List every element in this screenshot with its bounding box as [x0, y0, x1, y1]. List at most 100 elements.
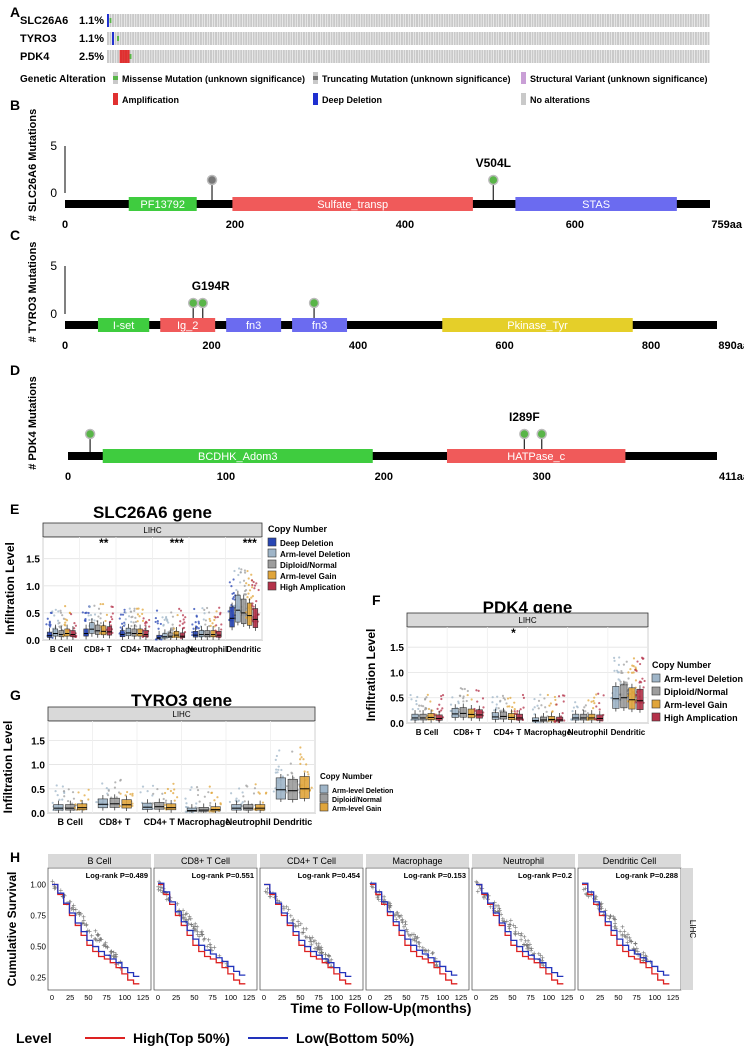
km-censor-mark: +: [527, 944, 532, 953]
km-censor-mark: +: [412, 930, 417, 939]
oncoprint-cell: [674, 32, 677, 45]
legend-key: [651, 712, 661, 722]
oncoprint-cell: [320, 14, 323, 27]
oncoprint-cell: [418, 14, 421, 27]
jitter-point: [519, 708, 522, 711]
oncoprint-cell: [453, 32, 456, 45]
jitter-point: [493, 709, 496, 712]
km-censor-mark: +: [412, 935, 417, 944]
oncoprint-cell: [124, 32, 127, 45]
oncoprint-cell: [338, 14, 341, 27]
protein-domain: [97, 318, 150, 332]
oncoprint-cell: [287, 50, 290, 63]
km-censor-mark: +: [102, 941, 107, 950]
oncoprint-cell: [225, 50, 228, 63]
oncoprint-cell: [677, 14, 680, 27]
mutation-lollipop: [206, 174, 218, 186]
km-censor-mark: +: [376, 895, 381, 904]
oncoprint-cell: [408, 50, 411, 63]
oncoprint-cell: [237, 14, 240, 27]
jitter-point: [418, 710, 422, 713]
amplification-cell: [122, 50, 125, 63]
jitter-point: [597, 692, 600, 695]
jitter-point: [190, 786, 193, 789]
oncoprint-cell: [526, 50, 529, 63]
jitter-point: [191, 633, 194, 637]
box: [192, 630, 199, 638]
oncoprint-cell: [345, 14, 348, 27]
oncoprint-cell: [506, 50, 509, 63]
oncoprint-cell: [169, 32, 172, 45]
oncoprint-cell: [267, 14, 270, 27]
km-censor-mark: +: [319, 945, 324, 954]
km-facet-strip: [154, 854, 257, 867]
km-censor-mark: +: [486, 891, 491, 900]
km-censor-mark: +: [70, 903, 75, 912]
km-censor-mark: +: [164, 891, 169, 900]
jitter-point: [179, 609, 183, 612]
jitter-point: [99, 621, 102, 625]
oncoprint-cell: [187, 50, 190, 63]
km-right-strip-label: LIHC: [688, 920, 697, 938]
oncoprint-cell: [591, 14, 594, 27]
oncoprint-gene-label: SLC26A6: [20, 15, 68, 27]
km-censor-mark: +: [296, 921, 301, 930]
jitter-point: [99, 612, 102, 615]
jitter-point: [87, 611, 90, 615]
km-censor-mark: +: [189, 920, 194, 929]
km-censor-mark: +: [316, 943, 321, 952]
jitter-point: [555, 703, 558, 706]
oncoprint-cell: [448, 14, 451, 27]
oncoprint-cell: [574, 50, 577, 63]
oncoprint-cell: [275, 14, 278, 27]
jitter-point: [257, 791, 260, 794]
jitter-point: [449, 703, 453, 706]
oncoprint-cell: [184, 32, 187, 45]
km-x-tick: 75: [526, 993, 534, 1002]
jitter-point: [634, 693, 637, 697]
significance-stars: ***: [170, 536, 184, 550]
oncoprint-cell: [172, 50, 175, 63]
km-censor-mark: +: [199, 929, 204, 938]
oncoprint-cell: [622, 50, 625, 63]
oncoprint-cell: [405, 14, 408, 27]
y-tick-label: 0.5: [31, 785, 45, 796]
oncoprint-cell: [619, 50, 622, 63]
oncoprint-cell: [139, 14, 142, 27]
km-x-tick: 50: [402, 993, 410, 1002]
oncoprint-cell: [240, 14, 243, 27]
legend-label: Arm-level Deletion: [280, 550, 350, 559]
jitter-point: [99, 602, 102, 606]
jitter-point: [62, 790, 66, 793]
oncoprint-cell: [601, 50, 604, 63]
km-censor-mark: +: [163, 889, 168, 898]
jitter-point: [424, 707, 428, 710]
km-censor-mark: +: [97, 937, 102, 946]
y-tick-label: 0.0: [390, 719, 404, 730]
km-censor-mark: +: [93, 935, 98, 944]
jitter-point: [228, 800, 232, 804]
km-censor-mark: +: [508, 916, 513, 925]
oncoprint-cell: [363, 14, 366, 27]
oncoprint-cell: [524, 50, 527, 63]
jitter-point: [167, 621, 170, 624]
km-censor-mark: +: [309, 937, 314, 946]
box: [109, 797, 120, 808]
oncoprint-cell: [498, 14, 501, 27]
jitter-point: [68, 629, 71, 632]
km-x-tick: 100: [225, 993, 238, 1002]
oncoprint-cell: [393, 50, 396, 63]
legend-swatch: [313, 76, 318, 80]
jitter-point: [74, 803, 77, 806]
oncoprint-cell: [486, 14, 489, 27]
lollipop-end-label: 890aa: [718, 340, 744, 352]
oncoprint-cell: [546, 14, 549, 27]
jitter-point: [463, 687, 466, 691]
km-censor-mark: +: [408, 931, 413, 940]
jitter-point: [65, 619, 69, 622]
oncoprint-legend-label: Amplification: [122, 95, 179, 105]
jitter-point: [79, 799, 82, 802]
jitter-point: [146, 790, 149, 793]
oncoprint-cell: [260, 32, 263, 45]
jitter-point: [141, 619, 145, 622]
